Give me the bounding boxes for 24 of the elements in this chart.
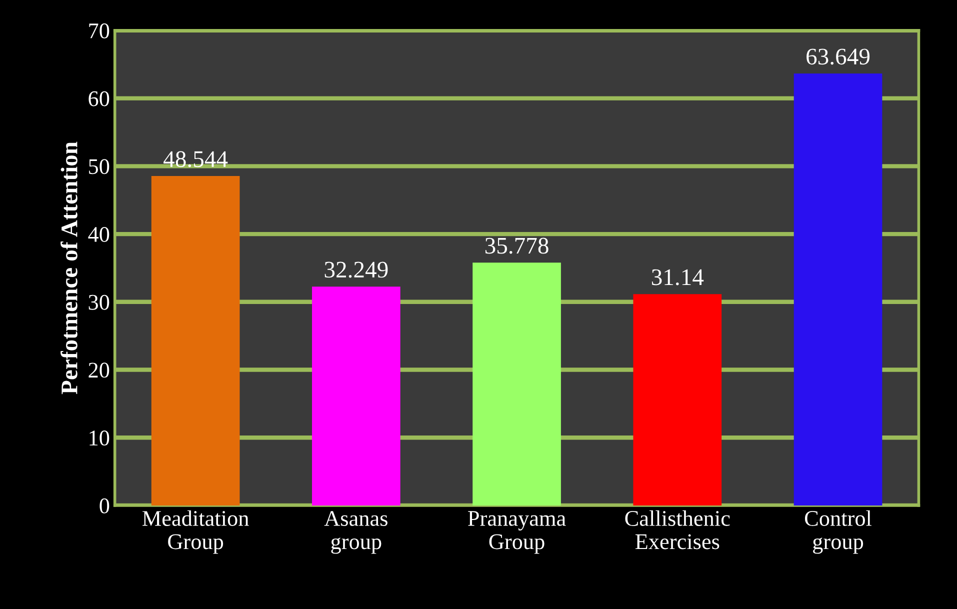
y-tick-label: 10: [90, 430, 110, 446]
bar: [151, 176, 240, 506]
data-label: 32.249: [324, 262, 388, 278]
x-tick-label: Asanas group: [324, 511, 388, 554]
y-tick-label: 30: [88, 294, 110, 310]
bar: [312, 286, 400, 506]
y-tick-label: 0: [100, 498, 110, 514]
y-axis-title: Perfotmence of Attention: [60, 142, 78, 394]
bar: [794, 74, 882, 506]
data-label: 31.14: [652, 269, 704, 286]
bar: [472, 262, 561, 506]
y-tick-label: 70: [89, 23, 110, 38]
data-label: 63.649: [806, 48, 870, 65]
x-tick-label: Pranayama Group: [468, 511, 566, 554]
data-label: 35.778: [485, 238, 548, 254]
bar: [633, 294, 722, 506]
y-tick-label: 40: [88, 226, 110, 242]
y-tick-label: 50: [89, 159, 110, 174]
x-tick-label: Callisthenic Exercises: [625, 510, 730, 550]
y-tick-label: 20: [88, 362, 110, 378]
x-tick-label: Control group: [804, 510, 872, 554]
x-tick-label: Meaditation Group: [142, 510, 249, 554]
y-tick-label: 60: [88, 91, 110, 106]
data-label: 48.544: [164, 151, 228, 168]
